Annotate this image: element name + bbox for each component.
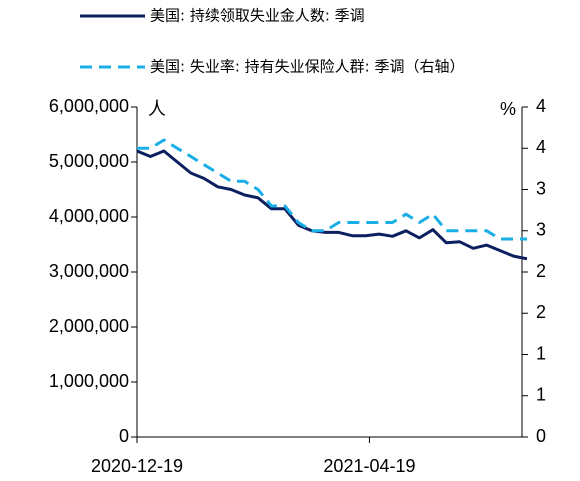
y2-tick-label: 3 <box>536 220 546 240</box>
y2-tick-label: 4 <box>536 96 546 116</box>
y2-tick-label: 1 <box>536 343 546 363</box>
y2-tick-label: 2 <box>536 302 546 322</box>
y-tick-label: 5,000,000 <box>49 151 129 171</box>
series-line <box>137 138 527 241</box>
series-line <box>136 149 528 261</box>
y-tick-label: 0 <box>119 426 129 446</box>
y2-tick-label: 0 <box>536 426 546 446</box>
y2-tick-label: 1 <box>536 385 546 405</box>
y2-tick-label: 2 <box>536 261 546 281</box>
y2-tick-label: 4 <box>536 137 546 157</box>
x-tick-label: 2020-12-19 <box>91 456 183 476</box>
y2-tick-label: 3 <box>536 178 546 198</box>
right-unit: % <box>500 99 516 119</box>
x-tick-label: 2021-04-19 <box>323 456 415 476</box>
left-unit: 人 <box>148 99 166 119</box>
y-tick-label: 1,000,000 <box>49 371 129 391</box>
y-tick-label: 6,000,000 <box>49 96 129 116</box>
y-tick-label: 3,000,000 <box>49 261 129 281</box>
legend-label: 美国: 失业率: 持有失业保险人群: 季调（右轴） <box>150 58 464 76</box>
y-tick-label: 2,000,000 <box>49 316 129 336</box>
legend-label: 美国: 持续领取失业金人数: 季调 <box>150 7 365 25</box>
y-tick-label: 4,000,000 <box>49 206 129 226</box>
